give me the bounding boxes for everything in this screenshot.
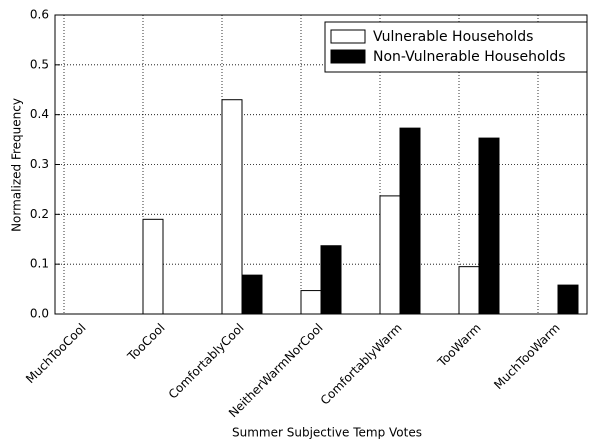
legend-swatch (330, 29, 366, 44)
bar (399, 127, 421, 315)
y-tick-label: 0.5 (30, 57, 49, 71)
y-tick-label: 0.6 (30, 8, 49, 22)
x-tick-label: ComfortablyCool (166, 321, 247, 402)
y-tick-label: 0.4 (30, 107, 49, 121)
x-tick-label: ComfortablyWarm (318, 321, 405, 408)
bar (557, 284, 579, 315)
y-tick-label: 0.3 (30, 157, 49, 171)
bar (379, 195, 401, 315)
y-tick-label: 0.1 (30, 257, 49, 271)
legend-label: Vulnerable Households (373, 29, 533, 45)
x-axis-label: Summer Subjective Temp Votes (232, 426, 422, 440)
bar (320, 245, 342, 315)
bar (221, 99, 243, 315)
x-tick-label: TooCool (124, 321, 167, 364)
y-tick-label: 0.2 (30, 207, 49, 221)
bar (142, 218, 164, 315)
legend-box (324, 21, 588, 73)
y-tick-label: 0.0 (30, 307, 49, 321)
x-tick-label: MuchTooWarm (491, 321, 562, 392)
legend-label: Non-Vulnerable Households (373, 49, 566, 65)
x-tick-label: MuchTooCool (23, 321, 88, 386)
legend-swatch (330, 49, 366, 64)
y-axis-label: Normalized Frequency (10, 98, 24, 232)
bar (458, 266, 480, 315)
x-tick-label: TooWarm (434, 321, 483, 370)
bar (241, 274, 263, 315)
bar (300, 290, 322, 315)
bar (478, 137, 500, 315)
plot-frame (54, 14, 588, 315)
